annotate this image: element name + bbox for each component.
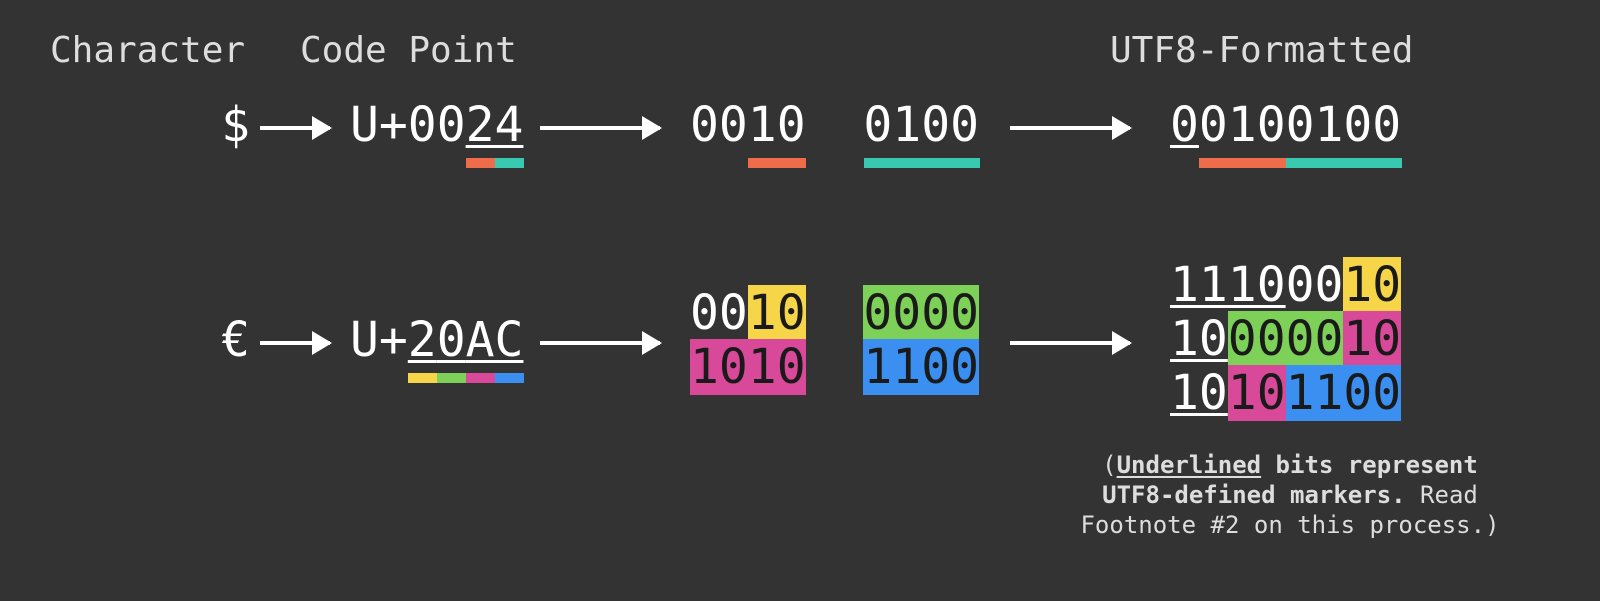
column-headers: Character Code Point UTF8-Formatted — [50, 30, 1550, 90]
arrow — [260, 126, 330, 130]
utf8-euro-line1: 11100010 — [1170, 260, 1401, 314]
out2-hl1: 0000 — [1228, 311, 1344, 367]
header-codepoint: Code Point — [300, 30, 517, 71]
cp-d3: A — [466, 312, 495, 368]
binary-euro: 0010 0000 1010 1100 — [690, 288, 979, 392]
arrow — [540, 341, 660, 345]
out-b: 100 — [1315, 97, 1402, 153]
codepoint-euro: U+20AC — [350, 315, 523, 365]
out3-hl1: 10 — [1228, 365, 1286, 421]
bar-teal — [1286, 158, 1402, 168]
char-dollar: $ — [170, 100, 250, 150]
cp-prefix: U+ — [350, 312, 408, 368]
footnote: (Underlined bits represent UTF8-defined … — [1070, 450, 1510, 540]
footnote-l2: UTF8-defined markers. — [1102, 481, 1405, 509]
out1-plain: 00 — [1286, 257, 1344, 313]
bin-b: 0100 — [863, 97, 979, 153]
bar-pink — [466, 373, 495, 383]
bar-teal — [495, 158, 524, 168]
footnote-l1a: ( — [1102, 451, 1116, 479]
bar-orange — [1199, 158, 1286, 168]
binary-dollar: 0010 0100 — [690, 100, 979, 150]
bin-c: 1010 — [690, 339, 806, 395]
arrow — [1010, 126, 1130, 130]
bar-teal — [864, 158, 980, 168]
header-utf8: UTF8-Formatted — [1110, 30, 1413, 71]
bin-b: 0000 — [863, 285, 979, 341]
char-euro: € — [170, 315, 250, 365]
bar-yellow — [408, 373, 437, 383]
footnote-l2b: Read — [1406, 481, 1478, 509]
cp-prefix: U+00 — [350, 97, 466, 153]
cp-d4: C — [495, 312, 524, 368]
utf8-euro-line3: 10101100 — [1170, 368, 1401, 422]
bin-a: 0010 — [690, 97, 806, 153]
out2-hl2: 10 — [1343, 311, 1401, 367]
out3-hl2: 1100 — [1286, 365, 1402, 421]
bin-a1: 00 — [690, 285, 748, 341]
arrow — [260, 341, 330, 345]
bin-a2: 10 — [748, 285, 806, 341]
char-dollar-glyph: $ — [221, 97, 250, 153]
cp-d1: 2 — [408, 312, 437, 368]
footnote-l1c: bits represent — [1261, 451, 1478, 479]
bar-green — [437, 373, 466, 383]
arrow — [1010, 341, 1130, 345]
char-euro-glyph: € — [221, 312, 250, 368]
cp-d2: 4 — [495, 97, 524, 153]
cp-d2: 0 — [437, 312, 466, 368]
footnote-l3: Footnote #2 on this process.) — [1080, 511, 1499, 539]
bar-blue — [495, 373, 524, 383]
header-character: Character — [50, 30, 245, 71]
bar-orange — [466, 158, 495, 168]
arrow — [540, 126, 660, 130]
out-prefix: 0 — [1170, 97, 1199, 153]
row-dollar: $ U+0024 0010 0100 00100100 — [50, 90, 1550, 200]
out1-hl: 10 — [1343, 257, 1401, 313]
bar-orange — [748, 158, 806, 168]
out3-prefix: 10 — [1170, 365, 1228, 421]
cp-d1: 2 — [466, 97, 495, 153]
utf8-dollar: 00100100 — [1170, 100, 1401, 150]
bin-d: 1100 — [863, 339, 979, 395]
utf8-euro-line2: 10000010 — [1170, 314, 1401, 368]
out1-prefix: 1110 — [1170, 257, 1286, 313]
out-a: 0100 — [1199, 97, 1315, 153]
out2-prefix: 10 — [1170, 311, 1228, 367]
utf8-euro: 11100010 10000010 10101100 — [1170, 260, 1401, 422]
footnote-l1b: Underlined — [1117, 451, 1262, 479]
codepoint-dollar: U+0024 — [350, 100, 523, 150]
